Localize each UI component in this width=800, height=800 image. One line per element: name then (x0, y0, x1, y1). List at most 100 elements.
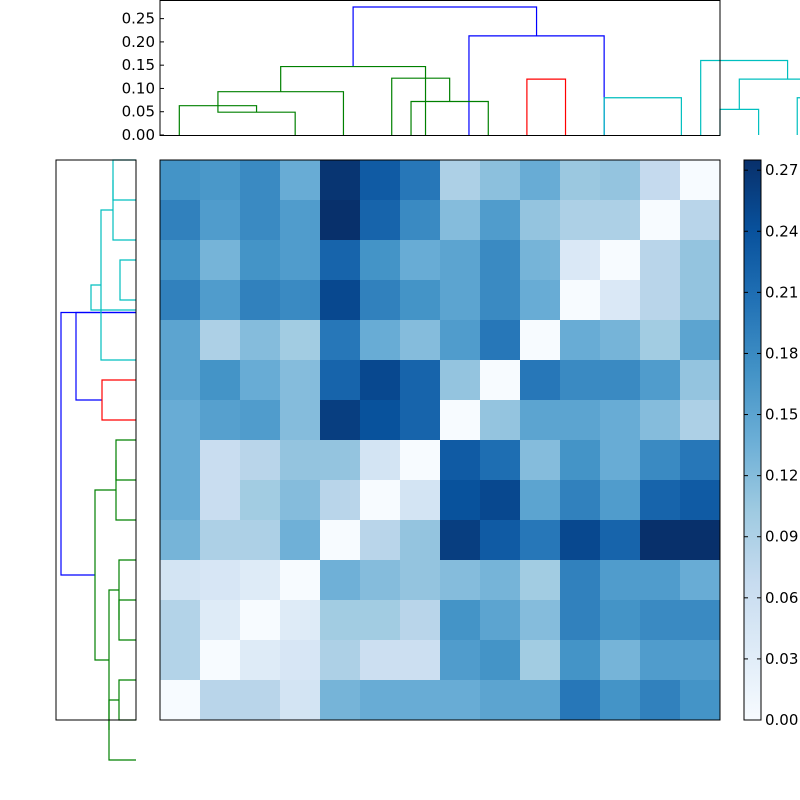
heatmap-cell (360, 680, 401, 721)
colorbar-tick-label: 0.06 (765, 589, 798, 607)
heatmap-cell (640, 240, 681, 281)
top-dendrogram-link (178, 105, 258, 135)
heatmap-cell (320, 280, 361, 321)
heatmap-cell (360, 600, 401, 641)
heatmap-cell (480, 440, 521, 481)
heatmap-cell (360, 160, 401, 201)
heatmap-cell (640, 440, 681, 481)
heatmap-cell (160, 280, 201, 321)
heatmap-cell (400, 240, 441, 281)
heatmap-cell (240, 440, 281, 481)
heatmap-cell (160, 480, 201, 521)
heatmap-cell (600, 280, 641, 321)
heatmap-cell (440, 160, 481, 201)
heatmap-cell (400, 320, 441, 361)
top-dendrogram-tick-label: 0.15 (122, 56, 155, 74)
heatmap-cell (280, 400, 321, 441)
heatmap-cell (320, 160, 361, 201)
heatmap-cell (680, 560, 721, 601)
heatmap-cell (360, 320, 401, 361)
heatmap-cell (360, 400, 401, 441)
colorbar-tick-label: 0.18 (765, 344, 798, 362)
colorbar-tick-label: 0.24 (765, 222, 798, 240)
heatmap-cell (200, 400, 241, 441)
heatmap-cell (520, 560, 561, 601)
heatmap-cell (440, 200, 481, 241)
left-dendrogram-link (60, 311, 136, 576)
heatmap-cell (160, 360, 201, 401)
heatmap-cell (200, 560, 241, 601)
heatmap-cell (680, 240, 721, 281)
heatmap-cell (280, 560, 321, 601)
heatmap-cell (320, 680, 361, 721)
heatmap-cell (640, 520, 681, 561)
heatmap-cell (280, 280, 321, 321)
left-dendrogram-link (118, 599, 136, 641)
heatmap-cell (240, 240, 281, 281)
heatmap-cell (200, 640, 241, 681)
heatmap-cell (560, 160, 601, 201)
heatmap-cell (320, 440, 361, 481)
colorbar-tick-label: 0.21 (765, 283, 798, 301)
heatmap-cell (240, 640, 281, 681)
heatmap-cell (640, 400, 681, 441)
top-dendrogram-link (280, 65, 427, 135)
heatmap-cell (440, 680, 481, 721)
heatmap-cell (560, 680, 601, 721)
heatmap-cell (480, 240, 521, 281)
heatmap-cell (240, 560, 281, 601)
heatmap-cell (360, 480, 401, 521)
heatmap-cell (280, 640, 321, 681)
left-dendrogram-link (112, 159, 136, 201)
heatmap-cell (480, 640, 521, 681)
heatmap-cell (320, 320, 361, 361)
heatmap-cell (680, 280, 721, 321)
heatmap-cell (200, 200, 241, 241)
heatmap-cell (520, 280, 561, 321)
heatmap-cell (320, 480, 361, 521)
heatmap-cell (360, 280, 401, 321)
heatmap-cell (280, 520, 321, 561)
heatmap-cell (160, 240, 201, 281)
heatmap-cell (600, 560, 641, 601)
top-dendrogram-link (738, 78, 800, 110)
heatmap-cell (200, 480, 241, 521)
heatmap-cell (400, 640, 441, 681)
heatmap-cell (640, 600, 681, 641)
heatmap-cell (160, 520, 201, 561)
heatmap-cell (440, 320, 481, 361)
top-dendrogram (178, 6, 800, 135)
heatmap-cell (560, 240, 601, 281)
heatmap-cell (240, 280, 281, 321)
top-dendrogram-link (468, 35, 605, 135)
heatmap-cell (240, 360, 281, 401)
heatmap-cell (560, 400, 601, 441)
colorbar-axis: 0.00 0.03 0.06 0.09 0.12 0.15 0.18 0.21 0.24 0.27 (744, 161, 798, 729)
heatmap-cell (480, 320, 521, 361)
heatmap-cell (560, 320, 601, 361)
heatmap-cell (480, 480, 521, 521)
heatmap-cell (640, 360, 681, 401)
heatmap-cell (480, 600, 521, 641)
heatmap-cell (240, 320, 281, 361)
heatmap-cell (200, 280, 241, 321)
heatmap-cell (600, 640, 641, 681)
heatmap-cell (280, 600, 321, 641)
heatmap-cell (320, 400, 361, 441)
heatmap-cell (320, 200, 361, 241)
heatmap-cell (200, 320, 241, 361)
top-dendrogram-link (410, 100, 489, 135)
heatmap-cell (280, 320, 321, 361)
heatmap-cell (600, 360, 641, 401)
left-dendrogram (60, 159, 136, 761)
top-dendrogram-tick-label: 0.25 (122, 10, 155, 28)
heatmap-cell (520, 240, 561, 281)
heatmap-cell (520, 640, 561, 681)
top-dendrogram-link (719, 108, 760, 135)
left-dendrogram-link (115, 460, 136, 521)
heatmap-cell (360, 440, 401, 481)
heatmap-cell (440, 520, 481, 561)
heatmap-cell (560, 200, 601, 241)
heatmap-cell (280, 160, 321, 201)
